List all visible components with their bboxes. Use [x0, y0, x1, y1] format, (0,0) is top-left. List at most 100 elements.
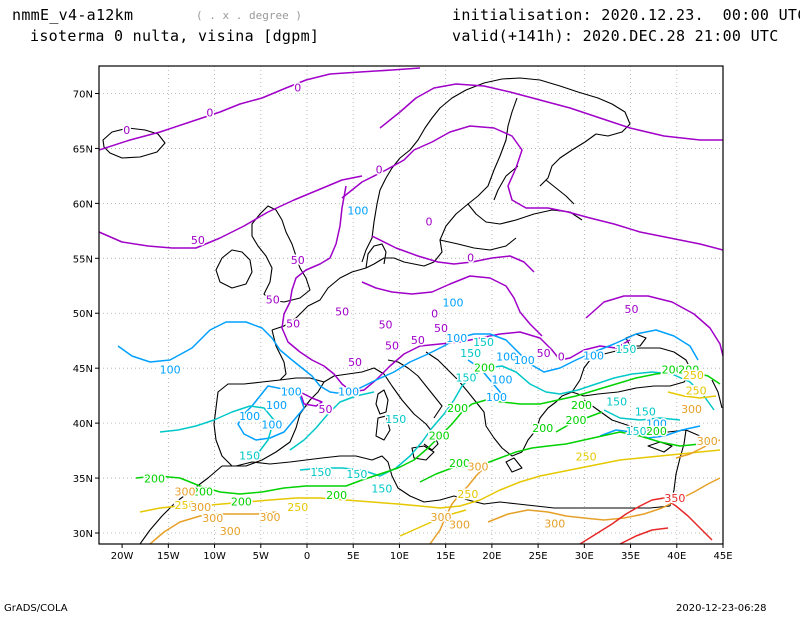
lat-tick-label: 30N — [73, 529, 93, 540]
lon-tick-label: 20W — [111, 551, 134, 562]
lat-tick-label: 60N — [73, 199, 93, 210]
contour-label-100: 100 — [446, 332, 467, 345]
contour-label-200: 200 — [646, 425, 667, 438]
lon-tick-label: 15W — [157, 551, 180, 562]
contour-label-50: 50 — [266, 293, 280, 306]
lon-tick-label: 5E — [347, 551, 360, 562]
contour-label-100: 100 — [492, 374, 513, 387]
contour-label-250: 250 — [174, 499, 195, 512]
contour-label-100: 100 — [486, 391, 507, 404]
contour-label-250: 250 — [287, 501, 308, 514]
contour-label-0: 0 — [206, 107, 213, 120]
contour-label-150: 150 — [615, 343, 636, 356]
contour-label-150: 150 — [346, 468, 367, 481]
contour-label-300: 300 — [174, 486, 195, 499]
contours — [99, 67, 723, 544]
contour-label-100: 100 — [347, 204, 368, 217]
contour-label-150: 150 — [606, 396, 627, 409]
lat-tick-label: 65N — [73, 144, 93, 155]
lon-tick-label: 10W — [203, 551, 226, 562]
lon-tick-label: 20E — [482, 551, 501, 562]
contour-label-100: 100 — [281, 386, 302, 399]
contour-label-300: 300 — [202, 512, 223, 525]
contour-label-150: 150 — [239, 449, 260, 462]
contour-label-100: 100 — [646, 418, 667, 431]
map-background — [99, 66, 723, 544]
contour-label-300: 300 — [220, 525, 241, 538]
contour-label-200: 200 — [144, 472, 165, 485]
lon-tick-label: 40E — [667, 551, 686, 562]
contour-label-200: 200 — [326, 489, 347, 502]
contour-label-150: 150 — [310, 466, 331, 479]
units-note: ( . x . degree ) — [196, 9, 302, 22]
contour-label-200: 200 — [566, 414, 587, 427]
contour-label-200: 200 — [532, 422, 553, 435]
contour-label-250: 250 — [457, 488, 478, 501]
contour-label-250: 250 — [683, 369, 704, 382]
contour-label-50: 50 — [379, 319, 393, 332]
contour-label-200: 200 — [429, 430, 450, 443]
contour-label-50: 50 — [348, 356, 362, 369]
lat-tick-label: 35N — [73, 474, 93, 485]
contour-label-150: 150 — [626, 425, 647, 438]
contour-label-150: 150 — [371, 482, 392, 495]
lon-tick-label: 30E — [575, 551, 594, 562]
contour-label-300: 300 — [681, 403, 702, 416]
contour-label-0: 0 — [558, 350, 565, 363]
lat-tick-label: 45N — [73, 364, 93, 375]
contour-label-50: 50 — [286, 318, 300, 331]
lon-tick-label: 35E — [621, 551, 640, 562]
contour-label-200: 200 — [192, 486, 213, 499]
contour-label-50: 50 — [335, 305, 349, 318]
contour-label-0: 0 — [467, 252, 474, 265]
contour-label-150: 150 — [460, 347, 481, 360]
contour-label-200: 200 — [662, 364, 683, 377]
contour-label-0: 0 — [294, 81, 301, 94]
contour-label-0: 0 — [376, 164, 383, 177]
contour-label-300: 300 — [697, 435, 718, 448]
contour-label-300: 300 — [468, 460, 489, 473]
contour-label-250: 250 — [686, 385, 707, 398]
contour-label-300: 300 — [260, 511, 281, 524]
lon-tick-label: 10E — [390, 551, 409, 562]
contour-label-50: 50 — [385, 340, 399, 353]
contour-label-100: 100 — [496, 350, 517, 363]
lon-tick-label: 15E — [436, 551, 455, 562]
contour-label-300: 300 — [449, 519, 470, 532]
contour-label-100: 100 — [160, 364, 181, 377]
contour-label-150: 150 — [456, 371, 477, 384]
contour-label-100: 100 — [514, 354, 535, 367]
contour-label-250: 250 — [576, 450, 597, 463]
contour-label-200: 200 — [474, 361, 495, 374]
contour-label-100: 100 — [443, 297, 464, 310]
contour-label-0: 0 — [426, 215, 433, 228]
contour-label-350: 350 — [664, 492, 685, 505]
lon-tick-label: 45E — [713, 551, 732, 562]
lat-tick-label: 50N — [73, 309, 93, 320]
lon-tick-label: 25E — [529, 551, 548, 562]
contour-label-200: 200 — [447, 402, 468, 415]
contour-label-0: 0 — [123, 124, 130, 137]
valid-time: valid(+141h): 2020.DEC.28 21:00 UTC — [452, 27, 779, 45]
contour-label-200: 200 — [678, 364, 699, 377]
contour-label-200: 200 — [449, 457, 470, 470]
contour-label-50: 50 — [624, 303, 638, 316]
contour-label-300: 300 — [431, 511, 452, 524]
contour-label-100: 100 — [338, 386, 359, 399]
lat-tick-label: 55N — [73, 254, 93, 265]
model-name: nmmE_v4-a12km — [12, 6, 134, 24]
contour-label-50: 50 — [537, 347, 551, 360]
contour-label-100: 100 — [261, 419, 282, 432]
contour-label-300: 300 — [544, 518, 565, 531]
contour-label-300: 300 — [190, 501, 211, 514]
contour-label-50: 50 — [318, 403, 332, 416]
contour-label-200: 200 — [231, 496, 252, 509]
contour-label-150: 150 — [385, 413, 406, 426]
lat-tick-label: 40N — [73, 419, 93, 430]
contour-labels: 0000000050505050505050505050505050100100… — [122, 80, 720, 540]
footer-right: 2020-12-23-06:28 — [676, 603, 767, 614]
lon-tick-label: 5W — [253, 551, 269, 562]
contour-label-150: 150 — [473, 336, 494, 349]
map-frame — [98, 65, 724, 545]
